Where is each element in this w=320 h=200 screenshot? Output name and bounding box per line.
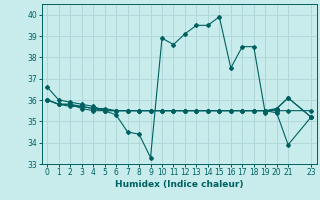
X-axis label: Humidex (Indice chaleur): Humidex (Indice chaleur) bbox=[115, 180, 244, 189]
